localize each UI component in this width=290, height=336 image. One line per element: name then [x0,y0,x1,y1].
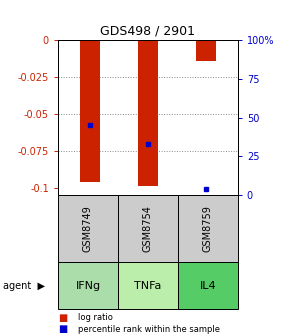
Text: GSM8754: GSM8754 [143,205,153,252]
Bar [80,40,100,182]
Text: IL4: IL4 [200,281,216,291]
Text: log ratio: log ratio [78,313,113,322]
Text: agent  ▶: agent ▶ [3,281,45,291]
Text: TNFa: TNFa [134,281,162,291]
Text: percentile rank within the sample: percentile rank within the sample [78,325,220,334]
Bar [58,262,118,309]
Bar [178,195,238,262]
Bar [58,195,118,262]
Text: ■: ■ [58,324,67,334]
Bar [196,40,216,61]
Text: GSM8749: GSM8749 [83,205,93,252]
Bar [138,40,158,186]
Text: GSM8759: GSM8759 [203,205,213,252]
Text: IFNg: IFNg [75,281,101,291]
Bar [118,262,178,309]
Bar [178,262,238,309]
Title: GDS498 / 2901: GDS498 / 2901 [100,25,195,38]
Bar [118,195,178,262]
Text: ■: ■ [58,312,67,323]
